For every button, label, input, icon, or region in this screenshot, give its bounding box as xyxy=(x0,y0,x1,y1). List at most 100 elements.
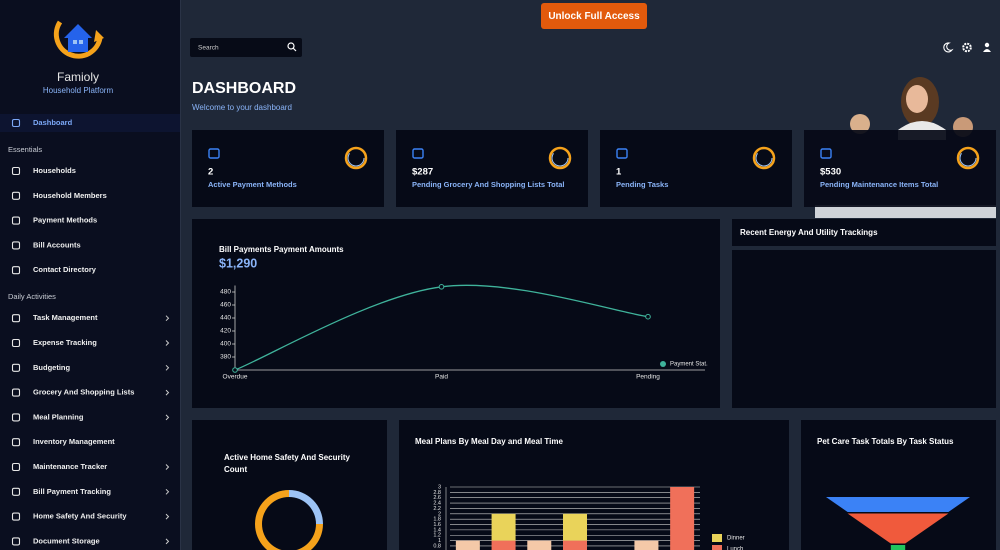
energy-panel-title: Recent Energy And Utility Trackings xyxy=(740,228,878,237)
legend-label: Lunch xyxy=(727,547,743,550)
unlock-button[interactable]: Unlock Full Access xyxy=(541,3,647,29)
energy-panel xyxy=(732,250,996,408)
nav-icon xyxy=(11,537,21,546)
nav-item[interactable]: Household Members xyxy=(33,191,107,200)
brand-tagline: Household Platform xyxy=(43,86,114,95)
legend-swatch xyxy=(712,534,722,542)
nav-item[interactable]: Maintenance Tracker xyxy=(33,462,107,471)
nav-icon xyxy=(11,413,21,422)
nav-item[interactable]: Households xyxy=(33,166,76,175)
card-ring-inner xyxy=(755,149,773,167)
nav-chevron xyxy=(165,464,170,470)
nav-chevron xyxy=(165,389,170,396)
y-tick-label: 400 xyxy=(220,341,231,348)
page-title: DASHBOARD xyxy=(192,80,296,97)
y-tick-label: 460 xyxy=(220,302,231,309)
nav-item[interactable]: Bill Accounts xyxy=(33,240,81,249)
chart-title: Active Home Safety And Security Count xyxy=(224,453,350,474)
nav-chevron xyxy=(165,414,170,421)
bar xyxy=(455,540,480,550)
card-value: 1 xyxy=(616,167,622,178)
card-icon xyxy=(208,148,220,159)
search-placeholder[interactable]: Search xyxy=(198,45,219,52)
card-value: 2 xyxy=(208,167,213,178)
x-tick-label: Overdue xyxy=(223,374,248,381)
bar xyxy=(634,540,659,550)
nav-chevron xyxy=(165,488,170,495)
card-icon xyxy=(616,148,628,159)
sidebar xyxy=(0,0,180,550)
donut-slice xyxy=(255,490,323,550)
nav-active-bg xyxy=(0,114,180,132)
line-point xyxy=(645,313,651,320)
nav-item[interactable]: Meal Planning xyxy=(33,412,84,421)
card-label: Active Payment Methods xyxy=(208,180,297,189)
card-ring xyxy=(548,146,572,170)
card-ring xyxy=(752,146,776,170)
nav-icon xyxy=(11,462,21,472)
nav-item[interactable]: Document Storage xyxy=(33,536,100,545)
button-label[interactable]: Unlock Full Access xyxy=(548,11,640,22)
bar xyxy=(563,513,587,541)
card-ring xyxy=(344,146,368,170)
nav-section-title: Daily Activities xyxy=(8,292,56,301)
brand-name: Famioly xyxy=(57,70,99,84)
nav-icon xyxy=(11,363,21,372)
search-box[interactable]: Search xyxy=(190,38,302,57)
bar xyxy=(491,513,516,541)
nav-item[interactable]: Home Safety And Security xyxy=(33,512,127,521)
nav-icon xyxy=(11,118,21,128)
nav-item[interactable]: Grocery And Shopping Lists xyxy=(33,388,134,397)
nav-section-title: Essentials xyxy=(8,145,42,154)
nav-icon xyxy=(11,216,21,225)
nav-icon xyxy=(11,314,21,323)
nav-item[interactable]: Task Management xyxy=(33,313,98,322)
settings-button[interactable] xyxy=(962,42,972,53)
y-tick-label: 1.4 xyxy=(433,527,441,533)
nav-item[interactable]: Budgeting xyxy=(33,363,70,372)
line-point xyxy=(438,284,445,290)
y-tick-label: 440 xyxy=(220,315,231,322)
y-tick-label: 1.2 xyxy=(433,533,441,539)
nav-icon xyxy=(11,388,21,397)
bar xyxy=(527,540,552,550)
nav-icon xyxy=(11,191,21,200)
y-tick-label: 2.2 xyxy=(433,506,441,512)
chart-title: Meal Plans By Meal Day and Meal Time xyxy=(415,437,563,446)
profile-button[interactable] xyxy=(983,42,991,52)
card-label: Pending Maintenance Items Total xyxy=(820,180,938,189)
nav-icon xyxy=(11,338,21,348)
legend-label: Payment Stat. xyxy=(670,362,708,368)
card-label: Pending Grocery And Shopping Lists Total xyxy=(412,180,565,189)
nav-item[interactable]: Payment Methods xyxy=(33,216,97,225)
nav-item[interactable]: Inventory Management xyxy=(33,437,115,446)
nav-icon xyxy=(11,438,21,447)
nav-item[interactable]: Dashboard xyxy=(33,118,73,127)
y-tick-label: 2 xyxy=(438,511,441,517)
card-value: $530 xyxy=(820,167,841,178)
nav-item[interactable]: Expense Tracking xyxy=(33,338,97,347)
line-point xyxy=(232,367,238,373)
y-tick-label: 380 xyxy=(220,354,231,361)
theme-toggle[interactable] xyxy=(943,42,954,53)
y-tick-label: 2.4 xyxy=(433,501,441,507)
nav-chevron xyxy=(165,340,170,346)
y-tick-label: 0.8 xyxy=(433,543,441,549)
bar xyxy=(670,487,695,550)
nav-icon xyxy=(11,266,21,275)
y-tick-label: 2.8 xyxy=(433,490,441,496)
legend-marker xyxy=(660,361,666,367)
bar-panel xyxy=(399,420,789,550)
y-tick-label: 1.8 xyxy=(433,517,441,523)
nav-icon xyxy=(11,166,21,176)
legend-label: Dinner xyxy=(727,536,745,542)
legend-swatch xyxy=(712,545,722,550)
chart-title: Bill Payments Payment Amounts xyxy=(219,245,344,254)
page-subtitle: Welcome to your dashboard xyxy=(192,103,292,112)
nav-item[interactable]: Bill Payment Tracking xyxy=(33,487,111,496)
nav-item[interactable]: Contact Directory xyxy=(33,265,97,274)
nav-icon xyxy=(11,512,21,521)
y-tick-label: 1 xyxy=(438,538,441,544)
bar xyxy=(491,540,516,550)
